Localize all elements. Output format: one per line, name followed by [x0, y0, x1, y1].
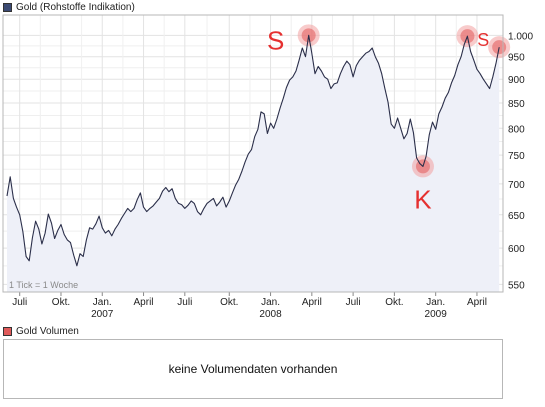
x-tick-label: Okt. — [52, 297, 70, 308]
annotation-s-small: S — [477, 30, 489, 50]
x-tick-label: April — [467, 297, 487, 308]
no-volume-message: keine Volumendaten vorhanden — [168, 362, 338, 376]
marker-s3 — [492, 40, 507, 55]
y-tick-label: 800 — [508, 124, 525, 135]
x-tick-label: April — [134, 297, 154, 308]
x-year-label: 2007 — [91, 309, 114, 320]
x-tick-label: Juli — [177, 297, 192, 308]
y-tick-label: 650 — [508, 211, 525, 222]
volume-legend-swatch — [3, 326, 12, 336]
x-tick-label: Juli — [12, 297, 27, 308]
price-line — [6, 34, 500, 267]
x-year-label: 2009 — [425, 309, 448, 320]
y-tick-label: 1.000 — [508, 31, 533, 42]
volume-legend: Gold Volumen — [3, 325, 79, 337]
annotation-k: K — [414, 184, 432, 214]
x-tick-label: Okt. — [220, 297, 238, 308]
plot-border — [2, 14, 504, 293]
y-tick-label: 950 — [508, 53, 525, 64]
x-year-label: 2008 — [259, 309, 282, 320]
x-tick-label: Juli — [346, 297, 361, 308]
x-tick-label: Jan. — [93, 297, 112, 308]
annotation-s-large: S — [267, 25, 284, 55]
x-tick-label: April — [302, 297, 322, 308]
tick-note: 1 Tick = 1 Woche — [9, 280, 78, 290]
y-tick-label: 850 — [508, 99, 525, 110]
y-tick-label: 700 — [508, 180, 525, 191]
price-legend-label: Gold (Rohstoffe Indikation) — [16, 1, 135, 13]
area-fill — [7, 35, 500, 293]
y-tick-label: 600 — [508, 244, 525, 255]
price-legend-swatch — [3, 2, 12, 12]
y-tick-label: 750 — [508, 151, 525, 162]
x-tick-label: Okt. — [385, 297, 403, 308]
y-tick-label: 550 — [508, 280, 525, 291]
volume-legend-label: Gold Volumen — [16, 325, 79, 337]
x-tick-label: Jan. — [426, 297, 445, 308]
volume-panel: keine Volumendaten vorhanden — [3, 339, 503, 399]
y-tick-label: 900 — [508, 75, 525, 86]
x-tick-label: Jan. — [261, 297, 280, 308]
price-chart: 550 600 650 700 750 800 850 900 950 1.000 Juli Okt.… — [2, 14, 533, 320]
price-legend: Gold (Rohstoffe Indikation) — [3, 1, 135, 13]
